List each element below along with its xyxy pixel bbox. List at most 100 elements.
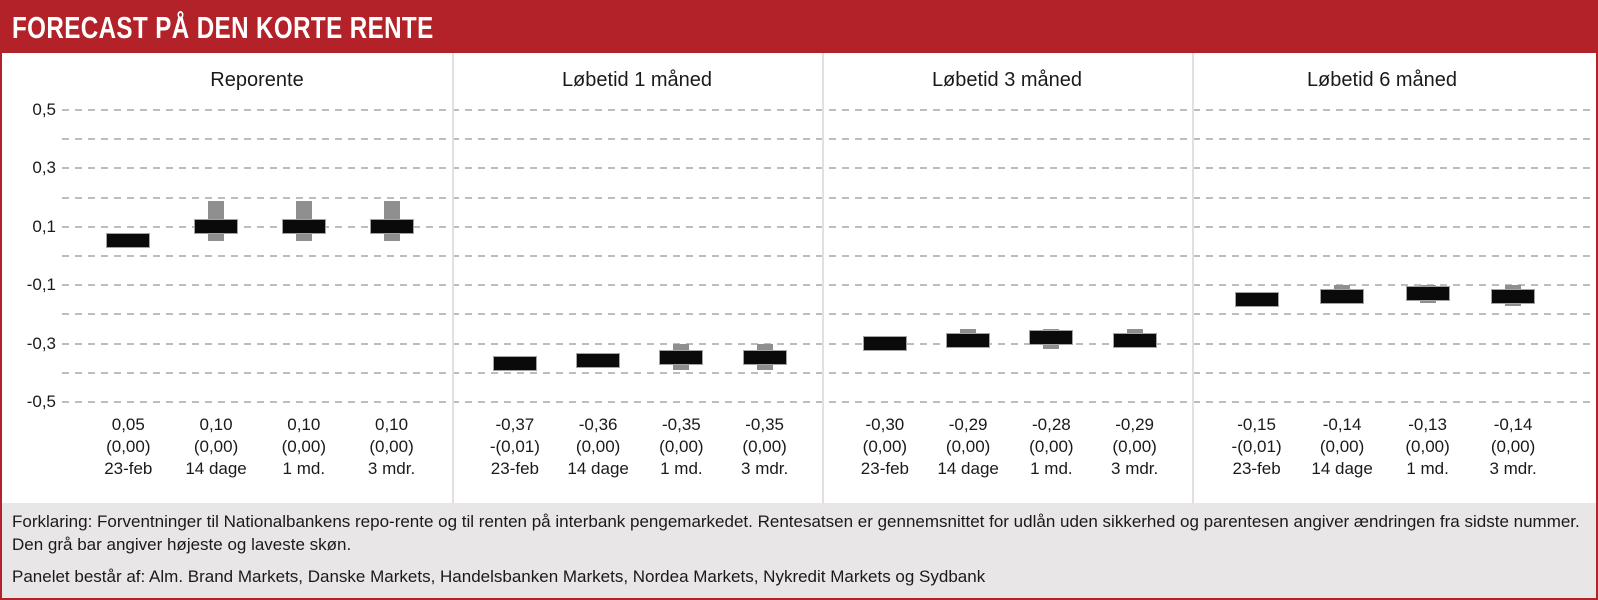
change-label: (0,00) <box>659 437 704 456</box>
panel-title: Løbetid 1 måned <box>561 69 713 91</box>
value-label: 0,05 <box>111 415 145 434</box>
point-labels: -0,13 (0,00) 1 md. <box>1368 414 1488 480</box>
change-label: (0,00) <box>281 437 326 456</box>
panel-title: Reporente <box>210 69 304 91</box>
point-labels: -0,35 (0,00) 3 mdr. <box>705 414 825 480</box>
period-label: 23-feb <box>490 459 539 478</box>
value-label: -0,37 <box>495 415 535 434</box>
period-label: 3 mdr. <box>1489 459 1537 478</box>
period-label: 23-feb <box>860 459 909 478</box>
point-labels: 0,10 (0,00) 14 dage <box>156 414 276 480</box>
estimate-bar <box>1112 332 1157 348</box>
value-label: -0,29 <box>948 415 988 434</box>
chart-area: 0,5 0,3 0,1 -0,1 -0,3 -0,5 Reporente 0,05 (0,00)… <box>2 53 1596 503</box>
panel-divider <box>822 53 824 503</box>
change-label: (0,00) <box>106 437 151 456</box>
estimate-bar <box>946 332 991 348</box>
panel-title: Løbetid 3 måned <box>931 69 1083 91</box>
point-labels: -0,29 (0,00) 3 mdr. <box>1075 414 1195 480</box>
estimate-bar <box>742 350 787 366</box>
gridline <box>62 138 1590 141</box>
estimate-bar <box>194 218 239 234</box>
period-label: 1 md. <box>1406 459 1449 478</box>
estimate-bar <box>106 233 151 249</box>
point-labels: -0,37 -(0,01) 23-feb <box>455 414 575 480</box>
change-label: (0,00) <box>575 437 621 456</box>
estimate-bar <box>492 356 537 372</box>
y-axis-tick-label: -0,3 <box>26 333 56 353</box>
gridline <box>62 284 1590 287</box>
estimate-bar <box>576 353 621 369</box>
period-label: 23-feb <box>1232 459 1281 478</box>
gridline <box>62 313 1590 316</box>
period-label: 3 mdr. <box>367 459 416 478</box>
period-label: 3 mdr. <box>741 459 789 478</box>
period-label: 14 dage <box>1311 459 1373 478</box>
period-label: 14 dage <box>567 459 629 478</box>
value-label: -0,36 <box>578 415 618 434</box>
estimate-bar <box>1491 288 1536 304</box>
y-axis-tick-label: -0,1 <box>26 275 56 295</box>
period-label: 3 mdr. <box>1111 459 1159 478</box>
point-labels: -0,14 (0,00) 3 mdr. <box>1453 414 1573 480</box>
point-labels: -0,29 (0,00) 14 dage <box>908 414 1028 480</box>
change-label: -(0,01) <box>1231 437 1282 456</box>
estimate-bar <box>1234 291 1279 307</box>
estimate-bar <box>281 218 326 234</box>
period-label: 14 dage <box>937 459 999 478</box>
value-label: -0,14 <box>1322 415 1362 434</box>
change-label: (0,00) <box>945 437 991 456</box>
period-label: 14 dage <box>185 459 247 478</box>
change-label: -(0,01) <box>489 437 540 456</box>
y-axis-tick-label: -0,5 <box>26 392 56 411</box>
estimate-bar <box>369 218 414 234</box>
value-label: -0,13 <box>1408 415 1447 434</box>
value-label: -0,35 <box>662 415 701 434</box>
value-label: -0,28 <box>1032 415 1071 434</box>
gridline <box>62 401 1590 403</box>
value-label: 0,10 <box>375 415 409 434</box>
y-axis-tick-label: 0,5 <box>32 100 56 119</box>
point-labels: 0,05 (0,00) 23-feb <box>68 414 188 480</box>
gridline <box>62 196 1590 199</box>
change-label: (0,00) <box>1490 437 1536 456</box>
gridline <box>62 109 1590 111</box>
period-label: 1 md. <box>660 459 703 478</box>
panel-title: Løbetid 6 måned <box>1306 69 1458 91</box>
title-banner: FORECAST PÅ DEN KORTE RENTE <box>2 2 1596 53</box>
value-label: 0,10 <box>199 415 233 434</box>
gridline <box>62 371 1590 374</box>
point-labels: -0,15 -(0,01) 23-feb <box>1197 414 1317 480</box>
point-labels: -0,14 (0,00) 14 dage <box>1282 414 1402 480</box>
estimate-bar <box>1405 285 1450 301</box>
estimate-bar <box>862 335 907 351</box>
point-labels: 0,10 (0,00) 3 mdr. <box>332 414 452 480</box>
change-label: (0,00) <box>1112 437 1157 456</box>
explanation-text: Forklaring: Forventninger til Nationalba… <box>12 512 1580 554</box>
panel-note-text: Panelet består af: Alm. Brand Markets, D… <box>12 566 986 586</box>
period-label: 1 md. <box>282 459 326 478</box>
value-label: 0,10 <box>287 415 321 434</box>
estimate-bar <box>659 350 704 366</box>
gridline <box>62 167 1590 170</box>
change-label: (0,00) <box>1319 437 1365 456</box>
value-label: -0,15 <box>1237 415 1276 434</box>
estimate-bar <box>1029 329 1074 345</box>
y-axis-tick-label: 0,1 <box>32 216 56 236</box>
gridline <box>62 225 1590 228</box>
y-axis-tick-label: 0,3 <box>32 158 56 178</box>
gridline <box>62 342 1590 345</box>
change-label: (0,00) <box>862 437 908 456</box>
point-labels: -0,36 (0,00) 14 dage <box>538 414 658 480</box>
footnote-block: Forklaring: Forventninger til Nationalba… <box>2 503 1596 598</box>
period-label: 23-feb <box>104 459 153 478</box>
change-label: (0,00) <box>1405 437 1450 456</box>
value-label: -0,14 <box>1493 415 1533 434</box>
value-label: -0,30 <box>865 415 905 434</box>
change-label: (0,00) <box>1029 437 1074 456</box>
point-labels: 0,10 (0,00) 1 md. <box>244 414 364 480</box>
value-label: -0,35 <box>745 415 785 434</box>
panel-divider <box>1192 53 1194 503</box>
panel-divider <box>452 53 454 503</box>
